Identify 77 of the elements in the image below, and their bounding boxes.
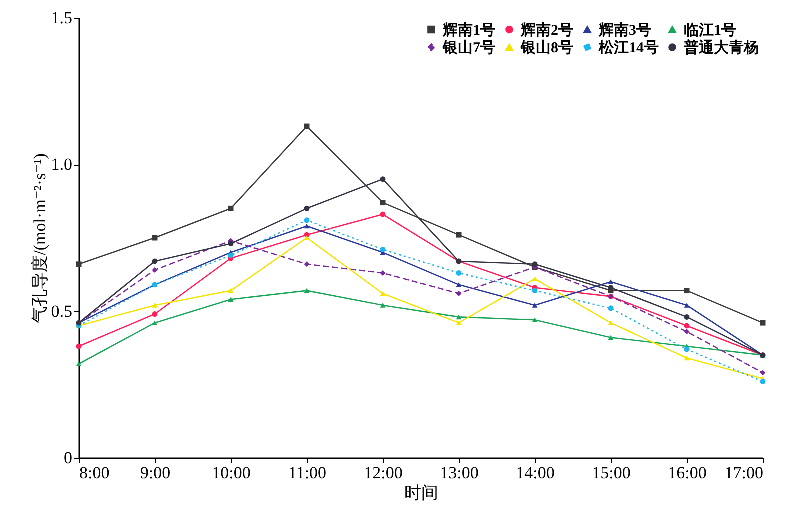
point bbox=[684, 356, 690, 361]
legend-label: 辉南1号 bbox=[442, 22, 496, 39]
point bbox=[456, 270, 462, 276]
point bbox=[456, 282, 462, 288]
x-tick-label: 8:00 bbox=[80, 464, 110, 482]
legend-label: 普通大青杨 bbox=[683, 38, 759, 56]
point bbox=[152, 258, 158, 264]
point bbox=[304, 124, 310, 130]
point bbox=[532, 262, 538, 268]
x-tick-label: 14:00 bbox=[516, 464, 555, 482]
point bbox=[684, 329, 690, 335]
point bbox=[760, 379, 766, 384]
point bbox=[684, 323, 690, 329]
legend-label: 辉南2号 bbox=[520, 22, 574, 39]
point bbox=[228, 288, 234, 294]
point bbox=[304, 206, 310, 212]
legend-label: 辉南3号 bbox=[598, 22, 652, 39]
point bbox=[684, 346, 690, 352]
point bbox=[152, 312, 158, 317]
point bbox=[76, 362, 82, 367]
point bbox=[152, 303, 158, 308]
legend-label: 银山7号 bbox=[442, 40, 496, 56]
x-tick-label: 12:00 bbox=[364, 464, 403, 482]
x-tick-label: 17:00 bbox=[724, 464, 764, 482]
point bbox=[456, 232, 462, 238]
point bbox=[684, 288, 690, 294]
point bbox=[304, 224, 310, 229]
point bbox=[228, 252, 234, 258]
point bbox=[608, 306, 614, 312]
point bbox=[380, 270, 386, 276]
x-tick-label: 16:00 bbox=[668, 464, 707, 482]
point bbox=[532, 303, 538, 308]
point bbox=[760, 320, 766, 326]
legend-label: 松江14号 bbox=[598, 40, 659, 56]
x-tick-label: 11:00 bbox=[288, 464, 327, 482]
point bbox=[228, 241, 234, 247]
point bbox=[380, 291, 386, 296]
point bbox=[380, 200, 386, 206]
point bbox=[684, 314, 690, 320]
point bbox=[304, 218, 310, 224]
x-tick-label: 13:00 bbox=[440, 464, 479, 482]
y-tick-label: 0.5 bbox=[51, 302, 72, 321]
point bbox=[304, 262, 310, 268]
x-axis-title: 时间 bbox=[404, 484, 438, 502]
point bbox=[228, 206, 234, 212]
point bbox=[608, 280, 614, 284]
point bbox=[456, 314, 462, 320]
point bbox=[608, 335, 614, 340]
point bbox=[532, 276, 538, 282]
point bbox=[684, 303, 690, 308]
point bbox=[532, 318, 538, 323]
y-axis-title: 气孔导度/(mol·m⁻²·s⁻¹) bbox=[30, 154, 50, 324]
point bbox=[380, 212, 386, 218]
y-tick-label: 1.5 bbox=[51, 8, 72, 28]
x-tick-label: 15:00 bbox=[592, 464, 631, 482]
point bbox=[456, 320, 462, 326]
point bbox=[152, 268, 158, 274]
point bbox=[228, 297, 234, 302]
point bbox=[304, 236, 310, 240]
point bbox=[380, 247, 386, 252]
point bbox=[608, 320, 614, 326]
point bbox=[532, 288, 538, 294]
x-tick-label: 10:00 bbox=[212, 464, 251, 482]
point bbox=[76, 344, 82, 350]
y-tick-label: 0 bbox=[64, 448, 72, 468]
point bbox=[76, 262, 82, 268]
point bbox=[304, 288, 310, 294]
legend-label: 临江1号 bbox=[684, 22, 736, 39]
point bbox=[380, 176, 386, 182]
legend-label: 银山8号 bbox=[520, 40, 574, 56]
point bbox=[380, 303, 386, 308]
point bbox=[608, 285, 614, 291]
point bbox=[456, 290, 462, 296]
point bbox=[760, 370, 766, 376]
y-tick-label: 1.0 bbox=[51, 155, 72, 174]
point bbox=[152, 320, 158, 326]
x-tick-label: 9:00 bbox=[140, 464, 171, 482]
